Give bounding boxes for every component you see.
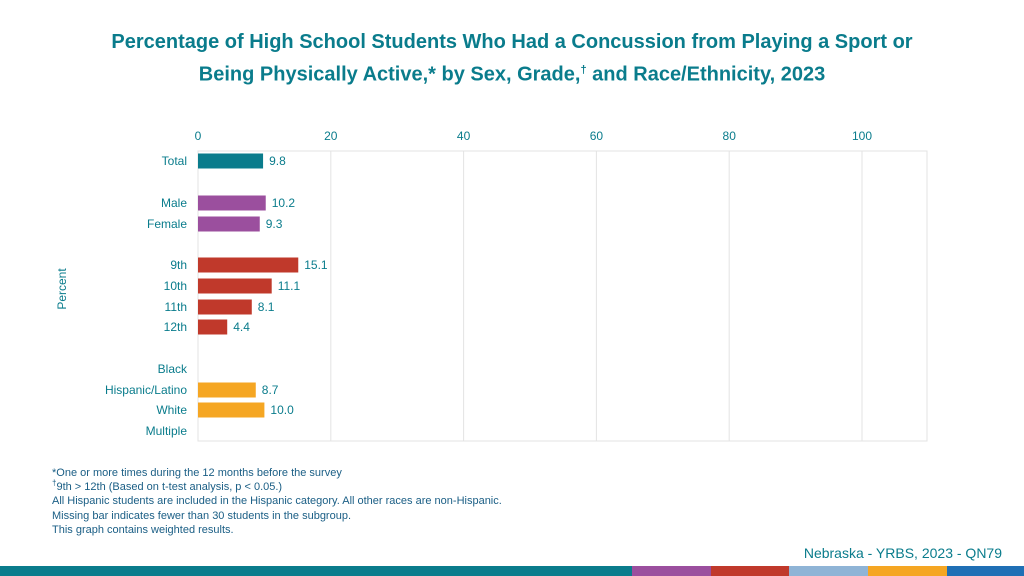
category-label-12th: 12th (164, 320, 187, 334)
category-label-total: Total (162, 154, 187, 168)
x-tick-label-60: 60 (590, 129, 604, 143)
category-label-male: Male (161, 196, 187, 210)
value-label-white: 10.0 (270, 403, 294, 417)
footer-color-segment (947, 566, 1024, 576)
footnote-1: *One or more times during the 12 months … (52, 467, 342, 479)
footer-color-segment (868, 566, 947, 576)
x-tick-label-0: 0 (195, 129, 202, 143)
footnote-2-text: 9th > 12th (Based on t-test analysis, p … (56, 481, 283, 494)
value-label-total: 9.8 (269, 154, 286, 168)
bar-9th (198, 257, 299, 273)
category-label-female: Female (147, 217, 187, 231)
footnote-4: Missing bar indicates fewer than 30 stud… (52, 509, 352, 522)
plot-area (197, 150, 928, 442)
footnote-dagger: † (52, 478, 57, 488)
bar-12th (198, 319, 228, 335)
footer-color-segment (632, 566, 711, 576)
title-line2-post: and Race/Ethnicity, 2023 (586, 63, 826, 86)
category-label-multiple: Multiple (146, 424, 188, 438)
source-label: Nebraska - YRBS, 2023 - QN79 (803, 545, 1002, 561)
value-label-male: 10.2 (272, 196, 296, 210)
value-label-female: 9.3 (266, 217, 283, 231)
bar-white (198, 402, 265, 418)
category-label-white: White (156, 403, 187, 417)
value-label-11th: 8.1 (258, 300, 275, 314)
footer-color-segment (711, 566, 789, 576)
bar-11th (198, 299, 252, 315)
bar-hispanic-latino (198, 382, 256, 398)
category-label-black: Black (158, 362, 188, 376)
footer-color-segment (0, 566, 632, 576)
title-dagger: † (580, 64, 587, 76)
value-label-9th: 15.1 (304, 258, 328, 272)
bar-10th (198, 278, 272, 294)
title-line2-pre: Being Physically Active,* by Sex, Grade, (198, 63, 581, 86)
footnote-3: All Hispanic students are included in th… (52, 495, 502, 508)
chart-title-line2: Being Physically Active,* by Sex, Grade,… (0, 56, 1024, 89)
x-tick-label-40: 40 (457, 129, 471, 143)
footer-color-segment (789, 566, 868, 576)
bar-male (198, 195, 266, 211)
chart-title-line1: Percentage of High School Students Who H… (111, 31, 913, 53)
x-tick-label-80: 80 (723, 129, 737, 143)
value-label-hispanic-latino: 8.7 (262, 383, 279, 397)
footnote-2: †9th > 12th (Based on t-test analysis, p… (52, 478, 502, 494)
footnote-5: This graph contains weighted results. (52, 523, 234, 536)
x-tick-label-20: 20 (324, 129, 338, 143)
bar-female (198, 216, 260, 232)
footer-color-bar (0, 566, 1024, 576)
category-label-9th: 9th (170, 258, 187, 272)
footnotes: *One or more times during the 12 months … (52, 466, 502, 537)
value-label-10th: 11.1 (278, 279, 301, 293)
category-label-hispanic-latino: Hispanic/Latino (105, 383, 187, 397)
chart-title: Percentage of High School Students Who H… (0, 28, 1024, 89)
x-tick-label-100: 100 (852, 129, 872, 143)
bar-total (198, 153, 264, 169)
category-label-11th: 11th (165, 300, 187, 314)
category-label-10th: 10th (164, 279, 187, 293)
value-label-12th: 4.4 (233, 320, 250, 334)
